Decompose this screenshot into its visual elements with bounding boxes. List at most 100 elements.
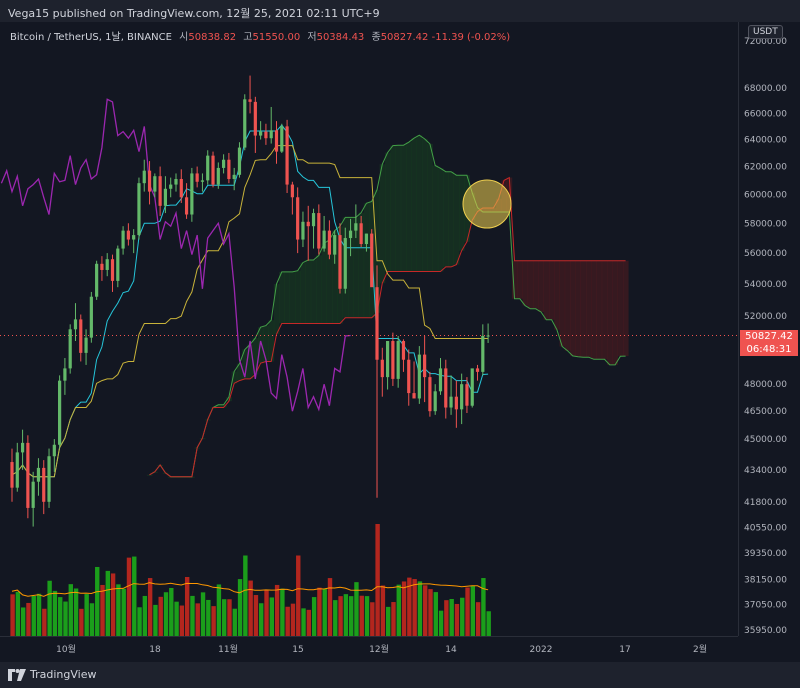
price-tick-label: 60000.00	[744, 190, 787, 200]
volume-bar	[195, 603, 200, 636]
candle-body	[184, 197, 189, 215]
candle-body	[63, 368, 67, 381]
volume-bar	[237, 579, 243, 636]
volume-bar	[137, 607, 142, 636]
low-label: 저	[307, 32, 317, 43]
cloud-segment	[564, 260, 571, 351]
candle-body	[290, 184, 294, 198]
candle-body	[428, 377, 432, 412]
candle-body	[460, 384, 464, 410]
candle-body	[274, 130, 279, 152]
candle-body	[338, 235, 342, 289]
volume-bar	[121, 588, 126, 636]
cloud-segment	[263, 325, 269, 362]
candle-body	[259, 131, 263, 136]
cloud-segment	[236, 363, 243, 381]
candle-body	[42, 467, 46, 502]
price-tick-label: 43400.00	[744, 466, 787, 476]
cloud-segment	[268, 320, 275, 362]
volume-bar	[301, 608, 306, 636]
volume-bar	[407, 577, 412, 636]
price-tick-label: 38150.00	[744, 575, 787, 585]
change-value: -11.39 (-0.02%)	[431, 32, 511, 43]
volume-bar	[174, 601, 179, 636]
candle-body	[438, 368, 443, 392]
candle-body	[89, 296, 93, 338]
volume-bars	[10, 524, 491, 636]
cloud-segment	[400, 145, 407, 272]
cloud-segment	[273, 284, 280, 335]
volume-bar	[269, 597, 275, 636]
candle-body	[348, 230, 353, 239]
time-tick-label: 11월	[218, 643, 238, 655]
price-axis[interactable]	[738, 22, 800, 636]
volume-bar	[10, 594, 15, 636]
volume-bar	[132, 556, 137, 636]
candle-body	[396, 341, 400, 379]
chart-pane[interactable]	[0, 22, 738, 636]
candle-body	[359, 223, 363, 245]
chikou-span-line	[0, 98, 351, 412]
tradingview-logo-icon[interactable]	[8, 669, 26, 681]
candle-body	[475, 368, 480, 372]
volume-bar	[84, 594, 89, 636]
volume-bar	[68, 584, 73, 636]
open-value: 50838.82	[188, 32, 237, 43]
currency-badge[interactable]: USDT	[748, 25, 783, 39]
candle-body	[227, 159, 231, 179]
volume-bar	[259, 603, 264, 636]
candle-body	[47, 456, 51, 502]
cloud-segment	[559, 260, 566, 347]
volume-bar	[274, 584, 280, 636]
candle-body	[73, 319, 78, 330]
candle-body	[232, 174, 236, 179]
volume-bar	[52, 590, 58, 636]
candle-body	[10, 462, 14, 488]
cloud-segment	[252, 338, 259, 375]
time-axis[interactable]	[0, 636, 738, 663]
cloud-segment	[570, 260, 576, 356]
volume-bar	[232, 608, 237, 636]
kijun-sen-line	[11, 145, 489, 478]
cloud-segment	[363, 203, 370, 318]
candle-body	[121, 230, 125, 249]
candle-body	[195, 173, 199, 182]
volume-bar	[285, 606, 290, 636]
candle-body	[126, 230, 130, 240]
volume-bar	[179, 605, 185, 636]
symbol-name[interactable]: Bitcoin / TetherUS, 1날, BINANCE	[10, 32, 172, 43]
candle-body	[333, 235, 337, 255]
time-tick-label: 12월	[369, 643, 389, 655]
price-tick-label: 35950.00	[744, 626, 787, 636]
volume-bar	[391, 602, 396, 636]
cloud-segment	[443, 171, 449, 267]
cloud-segment	[517, 260, 523, 299]
candle-body	[237, 147, 242, 175]
volume-bar	[95, 566, 100, 636]
volume-bar	[486, 611, 491, 636]
cloud-segment	[612, 260, 619, 365]
price-tick-label: 54000.00	[744, 280, 787, 290]
cloud-segment	[390, 145, 396, 272]
candle-body	[380, 359, 384, 378]
cloud-segment	[379, 164, 386, 284]
candle-body	[264, 131, 268, 139]
cloud-segment	[527, 260, 534, 309]
candle-body	[375, 287, 379, 360]
candle-body	[169, 184, 173, 189]
candle-body	[20, 442, 25, 453]
cloud-segment	[416, 135, 423, 272]
time-tick-label: 2022	[530, 645, 553, 655]
cloud-segment	[554, 260, 560, 330]
cloud-segment	[220, 404, 227, 408]
symbol-legend: Bitcoin / TetherUS, 1날, BINANCE 시50838.8…	[10, 28, 510, 43]
high-value: 51550.00	[252, 32, 301, 43]
cloud-segment	[421, 138, 428, 272]
cloud-segment	[596, 260, 603, 360]
cloud-segment	[617, 260, 624, 357]
cloud-segment	[448, 171, 455, 267]
candle-body	[311, 213, 316, 227]
volume-bar	[158, 596, 163, 636]
close-label: 종	[371, 32, 381, 43]
